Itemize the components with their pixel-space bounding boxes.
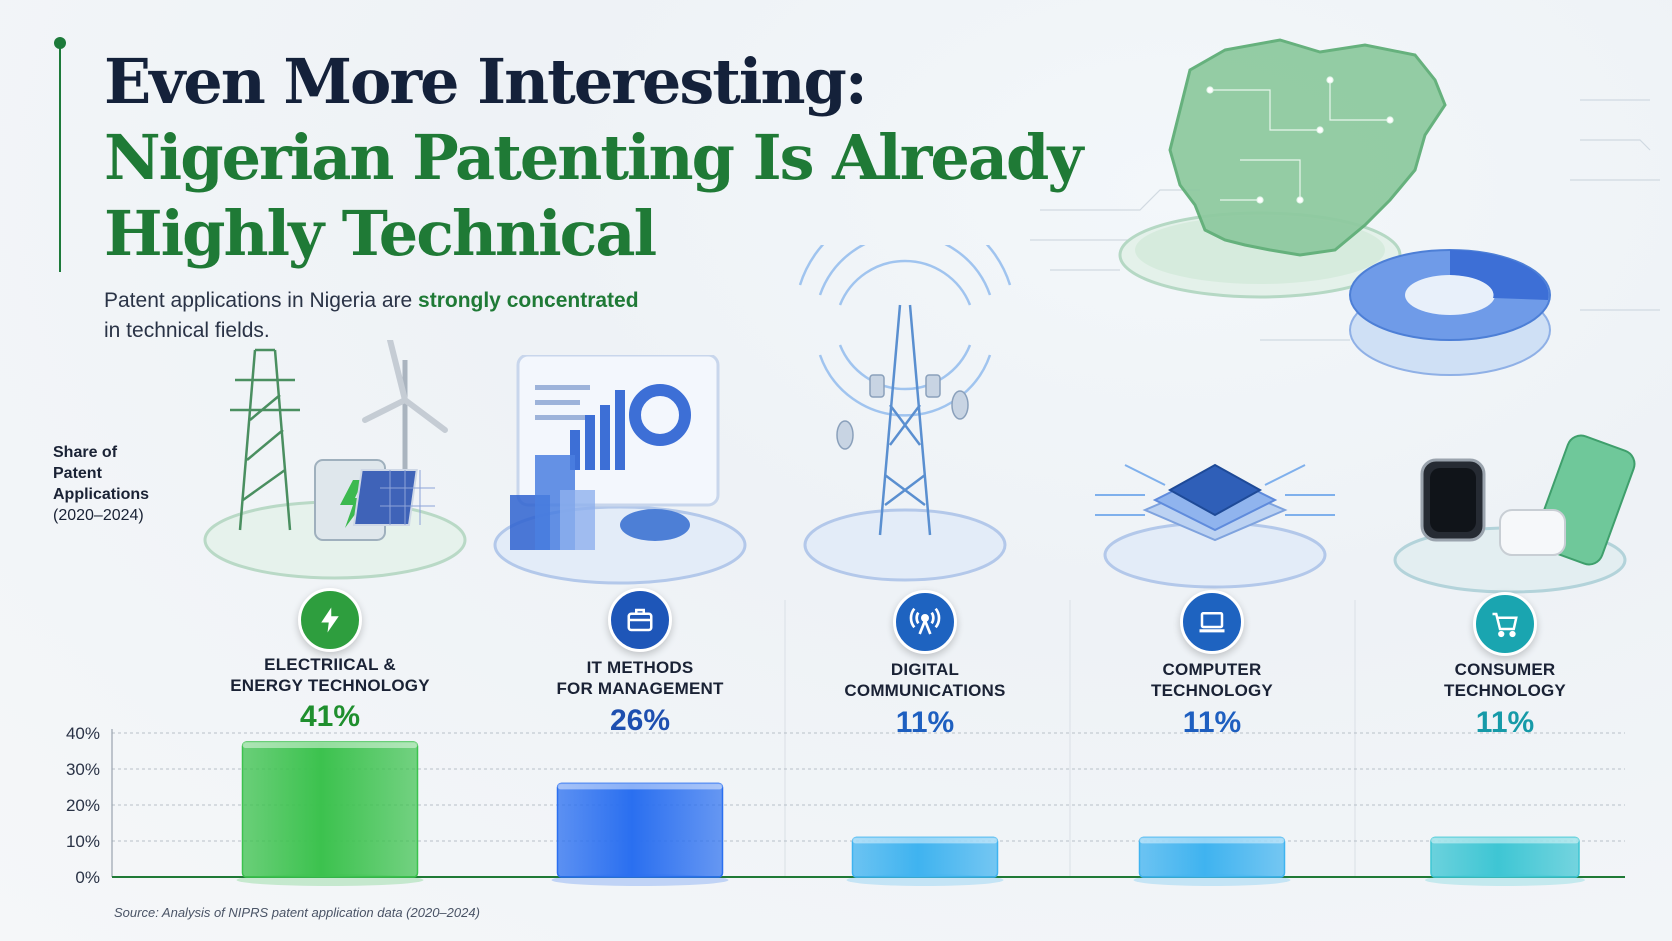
y-axis-title-line: Patent [53, 465, 102, 482]
category-value: 26% [609, 704, 671, 737]
lightning-icon [298, 588, 362, 652]
subtitle-highlight: strongly concentrated [418, 289, 639, 312]
bar [851, 836, 999, 878]
y-tick-label: 40% [66, 724, 100, 743]
category-label-line: COMPUTER [1162, 660, 1262, 679]
category-label-line: TECHNOLOGY [1151, 681, 1273, 700]
page-title: Even More Interesting: Nigerian Patentin… [104, 44, 1083, 272]
nigeria-map-illustration [1030, 38, 1660, 376]
bar [1138, 836, 1286, 878]
category-label-line: ELECTRIICAL & [264, 655, 396, 674]
y-tick-label: 30% [66, 760, 100, 779]
accent-line [59, 46, 61, 272]
laptop-icon [1180, 590, 1244, 654]
bar-highlight [1431, 837, 1579, 844]
it-management-illustration [493, 355, 747, 585]
subtitle-text-2: in technical fields. [104, 319, 270, 342]
bar-highlight [557, 783, 723, 790]
bar-highlight [852, 837, 998, 844]
communications-illustration [798, 245, 1012, 582]
category-value: 11% [895, 706, 955, 739]
y-axis-title-line: Share of [53, 444, 118, 461]
category-value: 41% [299, 700, 361, 733]
category-label-line: IT METHODS [586, 658, 694, 677]
subtitle-text: Patent applications in Nigeria are [104, 289, 419, 312]
category-label-line: CONSUMER [1454, 660, 1556, 679]
antenna-icon [893, 590, 957, 654]
category-label-line: TECHNOLOGY [1444, 681, 1566, 700]
category-label: DIGITAL COMMUNICATIONS [795, 659, 1055, 701]
category-label: CONSUMER TECHNOLOGY [1375, 659, 1635, 701]
category-label-line: COMMUNICATIONS [844, 681, 1006, 700]
subtitle: Patent applications in Nigeria are stron… [104, 286, 704, 346]
category-label-line: FOR MANAGEMENT [556, 679, 724, 698]
bar [241, 741, 419, 878]
bar [1430, 836, 1580, 878]
energy-illustration [203, 340, 467, 580]
y-tick-label: 10% [66, 832, 100, 851]
category-value: 11% [1182, 706, 1242, 739]
y-axis-title-line: Applications [53, 486, 150, 503]
category-label-line: DIGITAL [890, 660, 960, 679]
category-label: ELECTRIICAL & ENERGY TECHNOLOGY [200, 654, 460, 696]
cart-icon [1473, 592, 1537, 656]
y-tick-label: 20% [66, 796, 100, 815]
category-label-line: ENERGY TECHNOLOGY [230, 676, 430, 695]
title-line-2: Nigerian Patenting Is Already [104, 121, 1083, 194]
bar [556, 782, 724, 878]
y-axis-title-range: (2020–2024) [53, 507, 144, 524]
consumer-illustration [1393, 434, 1636, 594]
computer-illustration [1095, 463, 1335, 589]
briefcase-icon [608, 588, 672, 652]
accent-dot [54, 37, 66, 49]
source-note: Source: Analysis of NIPRS patent applica… [114, 905, 480, 920]
bar-highlight [1139, 837, 1285, 844]
y-tick-label: 0% [75, 868, 100, 887]
y-axis-title: Share of Patent Applications (2020–2024) [53, 442, 149, 526]
title-line-1: Even More Interesting: [104, 45, 868, 118]
category-label: COMPUTER TECHNOLOGY [1082, 659, 1342, 701]
category-label: IT METHODS FOR MANAGEMENT [510, 657, 770, 699]
bar-highlight [242, 742, 418, 748]
category-value: 11% [1475, 706, 1535, 739]
title-line-3: Highly Technical [104, 197, 657, 270]
